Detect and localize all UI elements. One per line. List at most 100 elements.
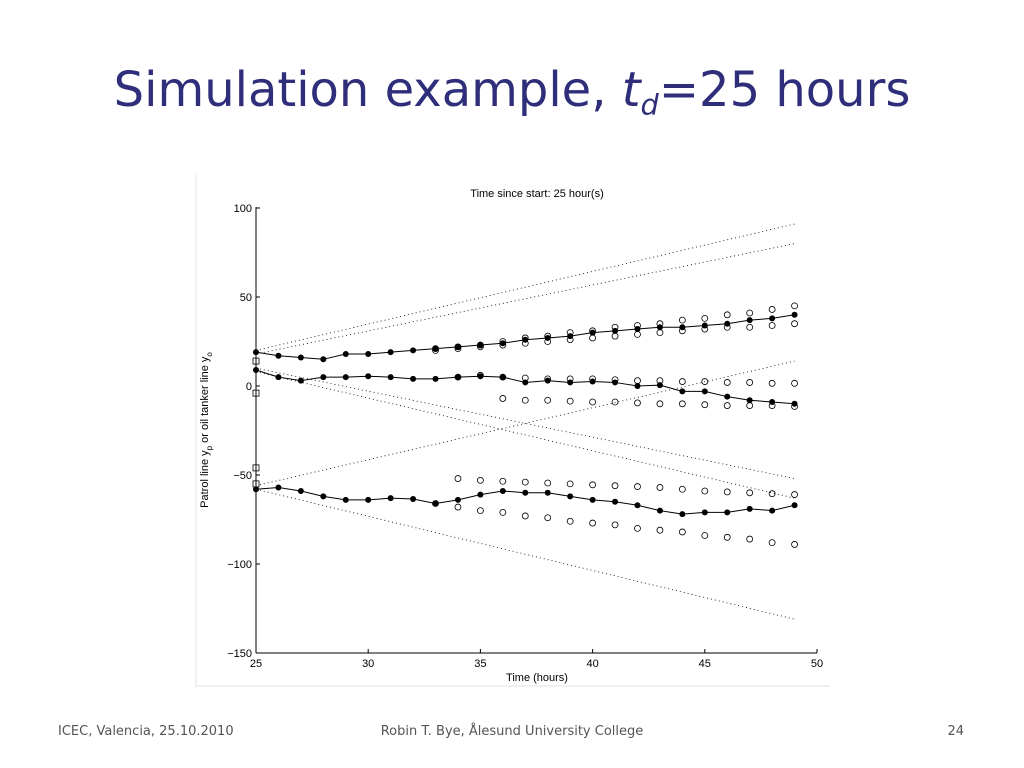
tanker-point	[589, 481, 597, 489]
patrol-point	[387, 349, 394, 356]
tanker-point	[656, 400, 664, 408]
tanker-point	[723, 402, 731, 409]
tanker-point	[791, 320, 798, 328]
tanker-point	[589, 398, 597, 406]
patrol-point	[387, 495, 394, 502]
patrol-point	[769, 507, 776, 514]
tanker-point	[768, 490, 776, 498]
tanker-point	[611, 332, 619, 340]
patrol-point	[544, 377, 551, 384]
tanker-point	[566, 480, 574, 488]
tanker-point	[566, 375, 574, 383]
tanker-point	[656, 377, 664, 385]
tanker-point	[656, 320, 664, 328]
tanker-point	[476, 341, 484, 349]
tanker-point	[791, 403, 798, 410]
tanker-point	[454, 503, 462, 511]
tanker-point	[521, 339, 529, 347]
tanker-point	[544, 396, 552, 404]
patrol-point	[701, 509, 708, 516]
patrol-point	[499, 340, 506, 347]
title-suffix: =25 hours	[658, 62, 911, 118]
patrol-point	[746, 397, 753, 404]
tanker-point	[589, 375, 597, 383]
tanker-point	[678, 400, 686, 408]
tanker-point	[723, 533, 731, 541]
x-tick-label: 25	[250, 658, 262, 670]
x-tick-label: 50	[811, 658, 823, 670]
footer-conference: ICEC, Valencia, 25.10.2010	[58, 724, 234, 739]
patrol-point	[746, 505, 753, 512]
tanker-point	[544, 514, 552, 522]
tanker-point	[521, 396, 529, 404]
tanker-point	[791, 379, 798, 387]
x-tick-label: 35	[474, 658, 486, 670]
tanker-point	[499, 477, 507, 485]
tanker-point	[768, 322, 776, 329]
tanker-point	[499, 508, 507, 516]
patrol-point	[679, 511, 686, 518]
tanker-point	[432, 500, 439, 507]
tanker-point	[678, 316, 686, 324]
patrol-point	[567, 379, 574, 386]
tanker-point	[544, 479, 552, 487]
patrol-point	[522, 489, 529, 496]
envelope-line-5	[255, 360, 795, 487]
simulation-figure: Time since start: 25 hour(s) 25 30 35 40 45 5…	[195, 175, 830, 687]
tanker-point	[521, 334, 529, 342]
patrol-point	[365, 373, 372, 380]
patrol-point	[679, 388, 686, 395]
x-tick-label: 45	[699, 658, 711, 670]
patrol-point	[634, 502, 641, 509]
tanker-point	[611, 521, 619, 529]
tanker-point	[476, 343, 484, 351]
patrol-point	[342, 374, 349, 381]
patrol-point	[432, 500, 439, 507]
x-tick-label: 30	[362, 658, 374, 670]
patrol-point	[320, 493, 327, 500]
patrol-point	[544, 334, 551, 341]
tanker-point	[723, 323, 731, 331]
patrol-point	[410, 496, 417, 503]
y-label-sub-o: o	[205, 352, 214, 357]
tanker-point	[701, 314, 709, 322]
patrol-point	[589, 496, 596, 503]
patrol-lines	[253, 311, 798, 518]
patrol-point	[410, 375, 417, 382]
chart-title: Time since start: 25 hour(s)	[470, 188, 603, 200]
patrol-point	[387, 374, 394, 381]
patrol-point	[365, 350, 372, 357]
tick-labels: 25 30 35 40 45 50 −150 −100 −50 0 50 100	[227, 203, 823, 670]
tanker-point	[746, 535, 754, 543]
patrol-point	[410, 347, 417, 354]
y-label-part-2: or oil tanker line y	[199, 356, 211, 446]
patrol-point	[342, 350, 349, 357]
tanker-point	[678, 378, 686, 385]
tanker-point	[746, 402, 754, 409]
patrol-point	[454, 343, 461, 350]
y-label-sub-p: p	[205, 445, 214, 450]
x-tick-label: 40	[586, 658, 598, 670]
tanker-point	[566, 336, 574, 344]
patrol-point	[454, 496, 461, 503]
tanker-point	[634, 377, 641, 385]
tanker-point	[521, 374, 529, 382]
patrol-point	[634, 383, 641, 389]
tanker-point	[589, 519, 597, 527]
patrol-point	[297, 377, 304, 384]
patrol-point	[544, 489, 551, 496]
tanker-point	[791, 302, 798, 310]
patrol-point	[275, 352, 282, 359]
y-tick-label: −50	[233, 470, 252, 482]
patrol-point	[701, 388, 708, 395]
tanker-point	[746, 323, 754, 331]
patrol-point	[724, 393, 731, 400]
patrol-point	[432, 345, 439, 352]
patrol-point	[275, 484, 282, 491]
patrol-point	[612, 498, 619, 505]
patrol-point	[769, 399, 776, 406]
patrol-point	[567, 333, 574, 340]
tanker-point	[678, 327, 686, 335]
patrol-point	[432, 375, 439, 382]
patrol-point	[612, 327, 619, 334]
